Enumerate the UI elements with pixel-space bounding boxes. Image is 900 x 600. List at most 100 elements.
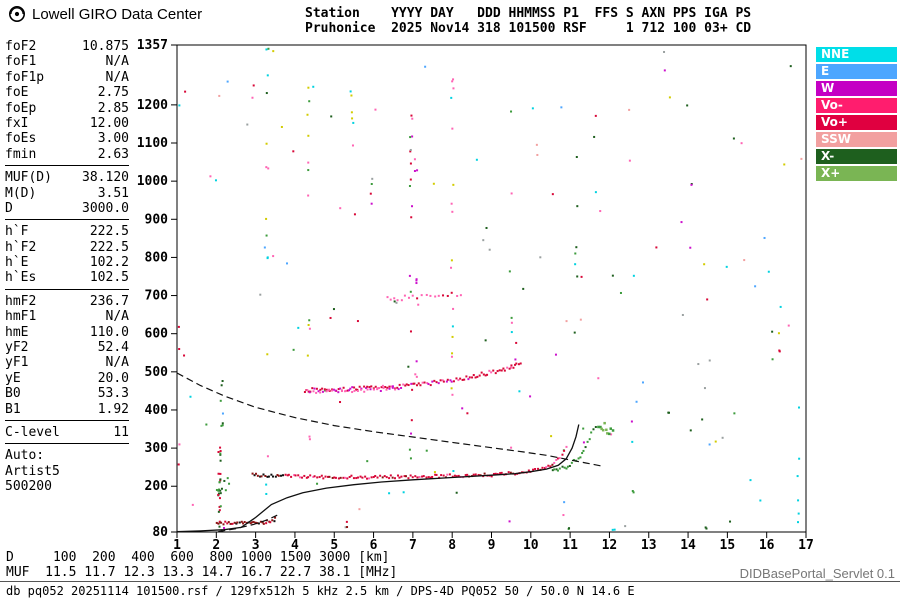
- line-muf-transmission-curve: [176, 372, 602, 467]
- param-value: 102.5: [89, 270, 129, 286]
- x-tick-label: 9: [488, 538, 496, 553]
- param-he: h`E 102.2: [5, 255, 129, 270]
- param-label: foE: [5, 85, 29, 101]
- param-foep: foEp 2.85: [5, 101, 129, 116]
- param-hmf2: hmF2 236.7: [5, 294, 129, 309]
- param-value: N/A: [105, 69, 129, 85]
- param-label: foF1p: [5, 69, 45, 85]
- y-tick-label: 800: [145, 250, 169, 265]
- y-tick-label: 400: [145, 403, 169, 418]
- x-tick-label: 5: [330, 538, 338, 553]
- param-value: 20.0: [97, 370, 129, 386]
- legend-nne: NNE: [816, 47, 897, 62]
- x-tick-label: 10: [523, 538, 539, 553]
- param-value: 52.4: [97, 340, 129, 356]
- x-tick-label: 13: [641, 538, 657, 553]
- x-axis: 1 2 3 4 5 6 7 8 9 10 11 12 13 14 15 16 17: [173, 532, 814, 553]
- echo-traces: [215, 291, 615, 526]
- param-value: 10.875: [82, 39, 129, 54]
- line-e-layer-dashed: [218, 514, 278, 533]
- param-label: B0: [5, 386, 21, 402]
- param-label: M(D): [5, 185, 37, 201]
- param-label: D: [5, 200, 13, 216]
- trace-f2-o-trace: [284, 445, 568, 480]
- echo-legend: NNE E W Vo- Vo+ SSW X- X+: [816, 47, 897, 183]
- param-artist5: Artist5: [5, 464, 129, 479]
- param-foes: foEs 3.00: [5, 131, 129, 146]
- x-tick-label: 6: [370, 538, 378, 553]
- station-header: Station YYYY DAY DDD HHMMSS P1 FFS S AXN…: [305, 6, 751, 36]
- param-label: MUF(D): [5, 170, 52, 186]
- x-tick-label: 17: [798, 538, 814, 553]
- param-value: 102.2: [89, 255, 129, 271]
- x-tick-label: 12: [602, 538, 618, 553]
- param-value: 222.5: [89, 239, 129, 255]
- analysis-lines: [176, 372, 602, 533]
- param-auto: Auto:: [5, 448, 129, 463]
- param-group: h`F 222.5 h`F2 222.5 h`E 102.2 h`Es 102.5: [5, 219, 129, 289]
- d-distance-row: D 100 200 400 600 800 1000 1500 3000 [km…: [6, 550, 390, 565]
- param-label: Auto:: [5, 448, 45, 464]
- legend-ssw: SSW: [816, 132, 897, 147]
- param-yf1: yF1 N/A: [5, 355, 129, 370]
- param-d: D 3000.0: [5, 201, 129, 216]
- x-tick-label: 2: [212, 538, 220, 553]
- param-label: Artist5: [5, 463, 60, 479]
- param-clevel: C-level 11: [5, 425, 129, 440]
- param-value: N/A: [105, 54, 129, 70]
- y-tick-label: 600: [145, 327, 169, 342]
- x-tick-label: 7: [409, 538, 417, 553]
- legend-x: X+: [816, 166, 897, 181]
- param-b1: B1 1.92: [5, 402, 129, 417]
- param-hme: hmE 110.0: [5, 325, 129, 340]
- param-label: hmE: [5, 324, 29, 340]
- param-value: 12.00: [89, 115, 129, 131]
- param-value: 1.92: [97, 401, 129, 417]
- param-label: foEs: [5, 131, 37, 147]
- footer-divider: [0, 581, 900, 582]
- param-fof1p: foF1p N/A: [5, 70, 129, 85]
- station-header-line1: Station YYYY DAY DDD HHMMSS P1 FFS S AXN…: [305, 6, 752, 21]
- param-md: M(D) 3.51: [5, 186, 129, 201]
- servlet-version: DIDBasePortal_Servlet 0.1: [739, 566, 895, 581]
- param-hes: h`Es 102.5: [5, 270, 129, 285]
- trace-f2-x-trace: [551, 426, 597, 472]
- trace-second-hop-pink-edge: [306, 386, 400, 394]
- trace-f2-x-cusp-cluster: [597, 421, 615, 436]
- param-label: h`Es: [5, 270, 37, 286]
- parameter-panel: foF2 10.875 foF1 N/A foF1p N/A foE 2.75 foEp 2.85…: [5, 38, 129, 498]
- param-value: N/A: [105, 309, 129, 325]
- param-fof1: foF1 N/A: [5, 54, 129, 69]
- param-value: 53.3: [97, 386, 129, 402]
- param-b0: B0 53.3: [5, 386, 129, 401]
- giro-logo-icon: [9, 6, 25, 22]
- param-foe: foE 2.75: [5, 85, 129, 100]
- legend-vo: Vo+: [816, 115, 897, 130]
- param-label: 500200: [5, 479, 52, 495]
- param-value: N/A: [105, 355, 129, 371]
- param-value: 38.120: [82, 170, 129, 186]
- station-header-line2: Pruhonice 2025 Nov14 318 101500 RSF 1 71…: [305, 21, 752, 36]
- param-value: 11: [113, 424, 129, 440]
- param-fof2: foF2 10.875: [5, 39, 129, 54]
- param-fxi: fxI 12.00: [5, 116, 129, 131]
- noise-echoes: [177, 47, 803, 531]
- x-tick-label: 14: [680, 538, 696, 553]
- trace-e2-echo-cluster: [215, 477, 231, 492]
- y-tick-label: 1100: [137, 136, 168, 151]
- param-label: h`E: [5, 255, 29, 271]
- param-label: yF2: [5, 340, 29, 356]
- param-yf2: yF2 52.4: [5, 340, 129, 355]
- param-value: 2.63: [97, 146, 129, 162]
- x-tick-label: 8: [448, 538, 456, 553]
- y-tick-label: 900: [145, 212, 169, 227]
- param-label: yE: [5, 370, 21, 386]
- param-value: 3.00: [97, 131, 129, 147]
- line-true-height-profile: [176, 424, 580, 533]
- app-title: Lowell GIRO Data Center: [32, 5, 203, 23]
- param-label: h`F: [5, 224, 29, 240]
- param-hf: h`F 222.5: [5, 224, 129, 239]
- param-hmf1: hmF1 N/A: [5, 309, 129, 324]
